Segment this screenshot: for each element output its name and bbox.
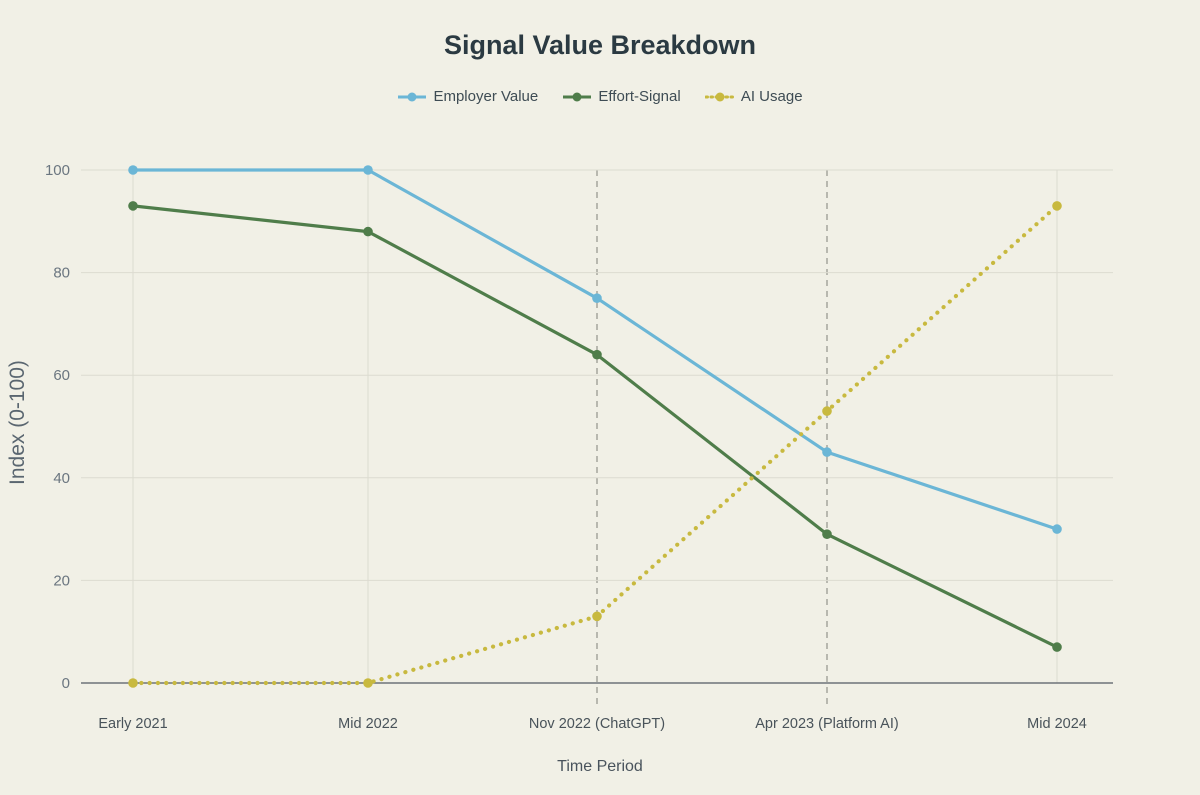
svg-text:20: 20 <box>53 572 70 589</box>
svg-text:Early 2021: Early 2021 <box>98 716 167 732</box>
svg-text:0: 0 <box>62 675 70 692</box>
svg-text:100: 100 <box>45 162 70 179</box>
svg-text:Mid 2024: Mid 2024 <box>1027 716 1087 732</box>
svg-text:80: 80 <box>53 265 70 282</box>
svg-text:40: 40 <box>53 470 70 487</box>
svg-text:Mid 2022: Mid 2022 <box>338 716 398 732</box>
svg-text:60: 60 <box>53 367 70 384</box>
svg-text:Nov 2022 (ChatGPT): Nov 2022 (ChatGPT) <box>529 716 665 732</box>
svg-text:Apr 2023 (Platform AI): Apr 2023 (Platform AI) <box>755 716 898 732</box>
